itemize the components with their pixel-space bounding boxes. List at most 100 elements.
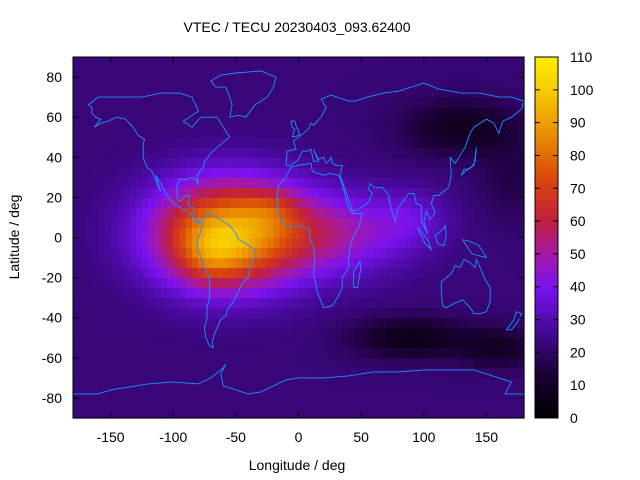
coastline-indonesia — [417, 227, 433, 252]
heatmap-cell — [329, 57, 337, 68]
heatmap-cell — [411, 237, 419, 249]
heatmap-cell — [116, 197, 124, 209]
heatmap-cell — [85, 357, 93, 369]
heatmap-cell — [304, 337, 312, 349]
heatmap-cell — [486, 67, 494, 78]
heatmap-cell — [423, 317, 431, 329]
heatmap-cell — [73, 67, 80, 78]
heatmap-cell — [348, 267, 356, 279]
heatmap-cell — [229, 117, 237, 128]
colorbar-tick-label: 80 — [570, 147, 586, 163]
heatmap-cell — [116, 357, 124, 369]
heatmap-cell — [511, 97, 519, 108]
heatmap-cell — [254, 317, 262, 329]
heatmap-cell — [436, 127, 444, 138]
heatmap-cell — [461, 107, 469, 118]
heatmap-cell — [85, 367, 93, 379]
heatmap-cell — [148, 127, 156, 138]
heatmap-cell — [248, 267, 256, 279]
heatmap-cell — [285, 397, 293, 409]
heatmap-cell — [198, 387, 206, 399]
heatmap-cell — [260, 347, 268, 359]
heatmap-cell — [461, 347, 469, 359]
heatmap-cell — [411, 357, 419, 369]
heatmap-cell — [242, 147, 249, 158]
heatmap-cell — [279, 107, 287, 118]
heatmap-cell — [498, 97, 506, 108]
heatmap-cell — [486, 77, 494, 88]
y-tick-label: -60 — [42, 350, 62, 366]
heatmap-cell — [498, 77, 506, 88]
heatmap-cell — [185, 217, 193, 229]
heatmap-cell — [235, 137, 243, 148]
heatmap-cell — [79, 167, 87, 178]
heatmap-cell — [442, 377, 450, 389]
heatmap-cell — [129, 87, 137, 98]
heatmap-cell — [98, 257, 105, 269]
heatmap-cell — [442, 217, 450, 229]
heatmap-cell — [116, 97, 124, 108]
heatmap-cell — [354, 367, 362, 379]
heatmap-cell — [323, 337, 331, 349]
heatmap-cell — [467, 397, 475, 409]
heatmap-cell — [379, 67, 387, 78]
heatmap-cell — [492, 377, 500, 389]
heatmap-cell — [361, 267, 368, 279]
heatmap-cell — [480, 137, 488, 148]
heatmap-cell — [254, 287, 262, 299]
heatmap-cell — [505, 167, 513, 178]
heatmap-cell — [361, 217, 368, 229]
heatmap-cell — [179, 377, 187, 389]
heatmap-cell — [185, 77, 193, 88]
heatmap-cell — [461, 137, 469, 148]
heatmap-cell — [273, 267, 281, 279]
heatmap-cell — [229, 287, 237, 299]
heatmap-cell — [342, 117, 350, 128]
heatmap-cell — [273, 97, 281, 108]
heatmap-cell — [311, 297, 318, 309]
heatmap-cell — [354, 77, 362, 88]
heatmap-cell — [373, 197, 381, 209]
heatmap-cell — [160, 337, 168, 349]
heatmap-cell — [298, 327, 306, 339]
heatmap-cell — [473, 57, 481, 68]
heatmap-cell — [411, 227, 419, 239]
heatmap-cell — [517, 357, 525, 369]
heatmap-cell — [104, 407, 112, 419]
heatmap-cell — [217, 207, 224, 219]
heatmap-cell — [486, 87, 494, 98]
heatmap-cell — [511, 387, 519, 399]
heatmap-cell — [210, 167, 218, 178]
heatmap-cell — [204, 377, 212, 389]
heatmap-cell — [423, 407, 431, 419]
heatmap-cell — [292, 67, 300, 78]
heatmap-cell — [91, 277, 99, 289]
heatmap-cell — [367, 227, 375, 239]
heatmap-cell — [392, 127, 400, 138]
heatmap-cell — [392, 87, 400, 98]
heatmap-cell — [198, 177, 206, 188]
heatmap-cell — [473, 87, 481, 98]
heatmap-cell — [91, 337, 99, 349]
heatmap-cell — [511, 257, 519, 269]
heatmap-cell — [379, 127, 387, 138]
heatmap-cell — [511, 247, 519, 259]
heatmap-cell — [354, 257, 362, 269]
heatmap-cell — [173, 377, 181, 389]
coastline-uk — [290, 120, 301, 138]
heatmap-cell — [404, 407, 412, 419]
heatmap-cell — [129, 317, 137, 329]
heatmap-cell — [480, 217, 488, 229]
heatmap-cell — [217, 127, 224, 138]
heatmap-cell — [336, 57, 343, 68]
heatmap-cell — [379, 357, 387, 369]
heatmap-cell — [517, 77, 525, 88]
heatmap-cell — [285, 167, 293, 178]
heatmap-cell — [116, 327, 124, 339]
heatmap-cell — [141, 337, 149, 349]
heatmap-cell — [204, 247, 212, 259]
heatmap-cell — [104, 247, 112, 259]
heatmap-cell — [192, 297, 199, 309]
heatmap-cell — [367, 217, 375, 229]
heatmap-cell — [279, 367, 287, 379]
